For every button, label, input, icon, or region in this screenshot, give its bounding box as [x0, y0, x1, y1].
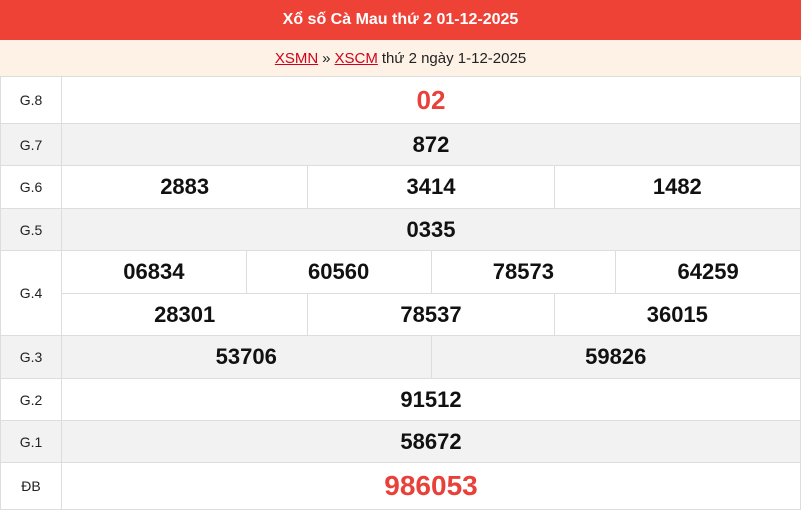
prize-number: 3414 — [307, 166, 553, 208]
prize-label: G.6 — [0, 165, 62, 209]
prize-number: 58672 — [61, 420, 801, 463]
prize-label: G.5 — [0, 208, 62, 251]
breadcrumb-date: thứ 2 ngày 1-12-2025 — [381, 49, 527, 67]
prize-number: 1482 — [553, 166, 800, 208]
prize-label: G.8 — [0, 76, 62, 124]
prize-number: 2883 — [160, 174, 210, 199]
prize-row-g5: G.5 0335 — [0, 208, 801, 251]
prize-number: 64259 — [615, 251, 800, 293]
prize-row-g3: G.3 53706 59826 — [0, 335, 801, 379]
prize-row-g6: G.6 2883 3414 1482 — [0, 165, 801, 209]
prize-number: 36015 — [553, 294, 800, 335]
breadcrumb-separator: » — [322, 49, 331, 67]
prize-row-g7: G.7 872 — [0, 123, 801, 166]
prize-number: 28301 — [154, 301, 216, 327]
prize-label: G.4 — [0, 250, 62, 336]
prize-label: G.3 — [0, 335, 62, 379]
breadcrumb: XSMN » XSCM thứ 2 ngày 1-12-2025 — [0, 40, 801, 76]
prize-label: G.7 — [0, 123, 62, 166]
prize-row-g2: G.2 91512 — [0, 378, 801, 421]
prize-number: 06834 — [123, 259, 185, 284]
prize-label: G.2 — [0, 378, 62, 421]
prize-number: 60560 — [245, 251, 431, 293]
prize-row-g1: G.1 58672 — [0, 420, 801, 463]
prize-number: 78537 — [307, 294, 553, 335]
prize-number: 53706 — [215, 344, 277, 369]
page-title: Xổ số Cà Mau thứ 2 01-12-2025 — [0, 0, 801, 40]
xscm-link[interactable]: XSCM — [334, 49, 378, 67]
special-prize-number: 986053 — [61, 462, 801, 510]
results-table: G.8 02 G.7 872 G.6 2883 3414 1482 G.5 03… — [0, 76, 801, 510]
prize-number: 0335 — [61, 208, 801, 251]
prize-label: G.1 — [0, 420, 62, 463]
prize-row-g8: G.8 02 — [0, 76, 801, 124]
prize-number: 02 — [61, 76, 801, 124]
prize-number: 91512 — [61, 378, 801, 421]
xsmn-link[interactable]: XSMN — [274, 49, 319, 67]
prize-number: 872 — [61, 123, 801, 166]
prize-label: ĐB — [0, 462, 62, 510]
prize-number: 59826 — [430, 336, 801, 378]
prize-row-db: ĐB 986053 — [0, 462, 801, 510]
prize-row-g4: G.4 06834 60560 78573 64259 28301 78537 … — [0, 250, 801, 336]
prize-number: 78573 — [430, 251, 616, 293]
